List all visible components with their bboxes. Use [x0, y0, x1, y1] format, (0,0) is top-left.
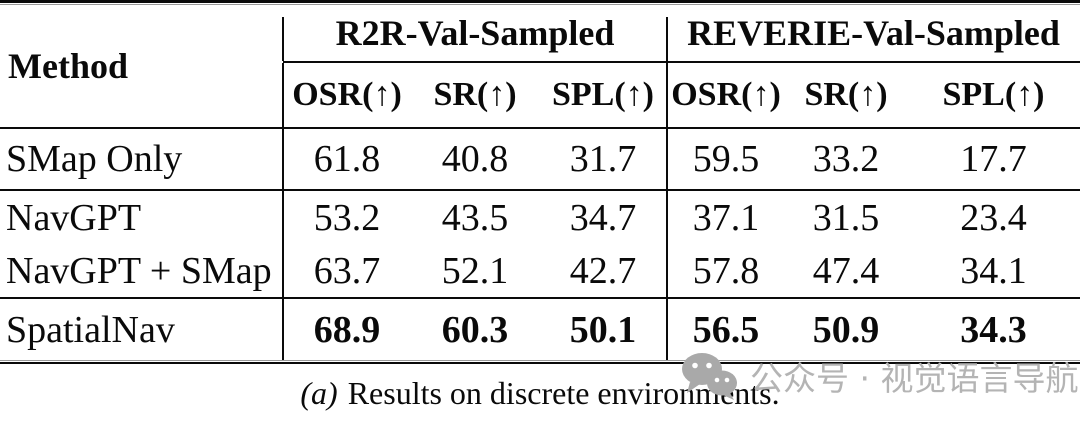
- watermark-text: 公众号 · 视觉语言导航: [750, 359, 1079, 398]
- col-header-r2r-osr: OSR(↑): [282, 63, 411, 127]
- watermark: 公众号 · 视觉语言导航: [680, 352, 1078, 400]
- row-navgpt-smap-r2r-osr: 63.7: [282, 244, 411, 297]
- table-rule: [0, 189, 1080, 191]
- wechat-icon: [682, 353, 737, 400]
- row-smap-only-method: SMap Only: [6, 138, 183, 180]
- row-smap-only-r2r-sr: 40.8: [441, 138, 509, 180]
- row-spatialnav-r2r-sr: 60.3: [441, 308, 509, 351]
- row-navgpt-reverie-spl: 23.4: [960, 196, 1027, 239]
- row-navgpt-method: NavGPT: [6, 196, 142, 239]
- row-smap-only-r2r-spl: 31.7: [569, 138, 637, 180]
- row-smap-only-reverie-osr: 59.5: [666, 129, 785, 189]
- row-navgpt-smap-reverie-osr: 57.8: [666, 244, 785, 297]
- col-group-r2r-val-sampled: R2R-Val-Sampled: [282, 5, 667, 63]
- row-spatialnav-r2r-osr: 68.9: [282, 299, 411, 360]
- table-rule: [0, 297, 1080, 299]
- table-bottom-rule: [0, 360, 1080, 364]
- caption-label: (a): [300, 374, 338, 411]
- row-navgpt-smap-reverie-spl: 34.1: [960, 249, 1027, 292]
- col-header-method: Method: [8, 46, 128, 86]
- table-rule: [0, 127, 1080, 129]
- row-navgpt-reverie-sr: 31.5: [812, 196, 880, 239]
- col-header-reverie-osr: OSR(↑): [666, 63, 785, 127]
- row-navgpt-reverie-osr: 37.1: [666, 191, 785, 244]
- table-caption: (a) Results on discrete environments.: [0, 364, 1080, 422]
- col-header-reverie-spl: SPL(↑): [942, 76, 1045, 113]
- row-smap-only-r2r-osr: 61.8: [282, 129, 411, 189]
- col-group-reverie-val-sampled: REVERIE-Val-Sampled: [666, 5, 1080, 63]
- table-top-rule: [0, 0, 1080, 5]
- col-header-reverie-sr: SR(↑): [804, 76, 888, 113]
- row-spatialnav-r2r-spl: 50.1: [569, 308, 637, 351]
- row-smap-only-reverie-sr: 33.2: [812, 138, 880, 180]
- row-spatialnav-reverie-osr: 56.5: [666, 299, 785, 360]
- row-navgpt-smap-method: NavGPT + SMap: [6, 249, 272, 292]
- results-table: Method R2R-Val-Sampled REVERIE-Val-Sampl…: [0, 5, 1080, 360]
- row-navgpt-r2r-osr: 53.2: [282, 191, 411, 244]
- row-spatialnav-reverie-sr: 50.9: [812, 308, 880, 351]
- col-header-r2r-sr: SR(↑): [433, 76, 517, 113]
- row-navgpt-r2r-spl: 34.7: [569, 196, 637, 239]
- col-header-r2r-spl: SPL(↑): [552, 76, 654, 113]
- row-navgpt-smap-r2r-sr: 52.1: [441, 249, 509, 292]
- row-navgpt-smap-r2r-spl: 42.7: [569, 249, 637, 292]
- row-smap-only-reverie-spl: 17.7: [960, 138, 1027, 180]
- row-navgpt-r2r-sr: 43.5: [441, 196, 509, 239]
- row-spatialnav-reverie-spl: 34.3: [960, 308, 1027, 351]
- row-spatialnav-method: SpatialNav: [6, 308, 175, 351]
- row-navgpt-smap-reverie-sr: 47.4: [812, 249, 880, 292]
